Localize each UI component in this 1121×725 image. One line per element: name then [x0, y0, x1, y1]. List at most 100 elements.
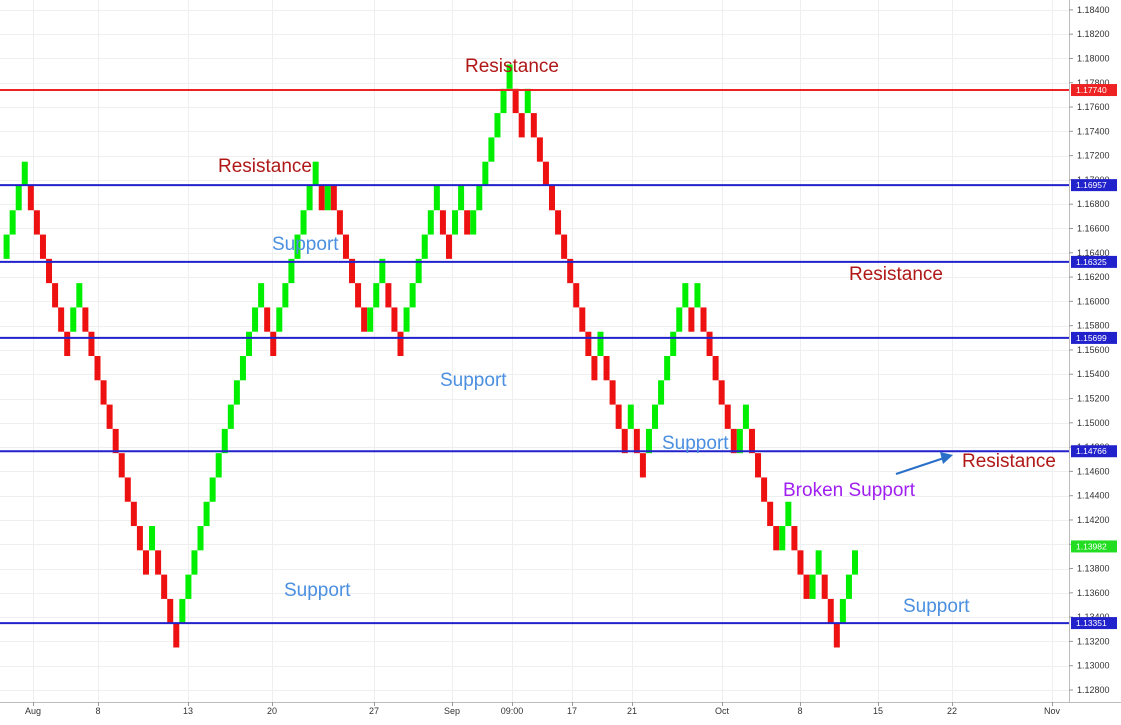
down-brick	[718, 380, 725, 405]
down-brick	[609, 380, 616, 405]
up-brick	[427, 210, 434, 235]
up-brick	[742, 404, 749, 429]
down-brick	[755, 453, 762, 478]
up-brick	[506, 64, 513, 89]
down-brick	[821, 574, 828, 599]
y-tick-label: 1.15600	[1077, 345, 1110, 355]
down-brick	[82, 307, 89, 332]
down-brick	[827, 598, 834, 624]
price-tag: 1.17740	[1076, 85, 1107, 95]
y-tick-label: 1.17400	[1077, 126, 1110, 136]
up-brick	[215, 453, 222, 478]
x-tick-label: 27	[369, 706, 379, 716]
up-brick	[597, 331, 604, 357]
y-tick-label: 1.17600	[1077, 102, 1110, 112]
annotations: Resistance Resistance Support Support Re…	[218, 56, 1056, 617]
x-tick-label: 22	[947, 706, 957, 716]
y-tick-label: 1.16200	[1077, 272, 1110, 282]
down-brick	[94, 356, 101, 381]
down-brick	[579, 307, 586, 332]
down-brick	[730, 428, 737, 454]
up-brick	[682, 283, 689, 308]
up-brick	[306, 185, 313, 211]
up-brick	[276, 307, 283, 332]
x-tick-label: 15	[873, 706, 883, 716]
up-brick	[433, 185, 440, 211]
price-tag: 1.15699	[1076, 333, 1107, 343]
y-tick-label: 1.16800	[1077, 199, 1110, 209]
down-brick	[52, 283, 59, 308]
down-brick	[512, 88, 519, 114]
down-brick	[700, 307, 707, 332]
time-axis: Aug 8 13 20 27 Sep 09:00 17 21 Oct 8 15 22 Nov	[25, 702, 1061, 716]
down-brick	[573, 283, 580, 308]
down-brick	[161, 574, 168, 599]
down-brick	[530, 113, 537, 138]
support-label-low-left: Support	[284, 580, 351, 601]
up-brick	[367, 307, 374, 332]
down-brick	[773, 526, 780, 551]
down-brick	[106, 404, 113, 429]
resistance-label-top: Resistance	[465, 56, 559, 77]
y-tick-label: 1.18400	[1077, 5, 1110, 15]
down-brick	[633, 428, 640, 454]
down-brick	[688, 307, 695, 332]
down-brick	[445, 234, 452, 259]
up-brick	[288, 258, 295, 284]
down-brick	[761, 477, 768, 502]
up-brick	[658, 380, 665, 405]
up-brick	[676, 307, 683, 332]
up-brick	[409, 283, 416, 308]
down-brick	[318, 185, 325, 211]
down-brick	[803, 574, 810, 599]
x-tick-label: Sep	[444, 706, 460, 716]
current-price-tag: 1.13982	[1076, 541, 1107, 551]
y-tick-label: 1.18200	[1077, 29, 1110, 39]
up-brick	[179, 598, 186, 624]
y-tick-label: 1.14600	[1077, 466, 1110, 476]
down-brick	[536, 137, 543, 162]
up-brick	[373, 283, 380, 308]
up-brick	[845, 574, 852, 599]
up-brick	[627, 404, 634, 429]
up-brick	[524, 88, 531, 114]
y-tick-label: 1.12800	[1077, 685, 1110, 695]
y-tick-label: 1.16600	[1077, 223, 1110, 233]
y-tick-label: 1.16000	[1077, 296, 1110, 306]
up-brick	[300, 210, 307, 235]
x-tick-label: 21	[627, 706, 637, 716]
y-tick-label: 1.15400	[1077, 369, 1110, 379]
up-brick	[185, 574, 192, 599]
x-tick-label: Nov	[1044, 706, 1061, 716]
down-brick	[833, 623, 840, 648]
down-brick	[88, 331, 95, 357]
up-brick	[482, 161, 489, 186]
up-brick	[197, 526, 204, 551]
down-brick	[336, 210, 343, 235]
x-tick-label: 13	[183, 706, 193, 716]
up-brick	[15, 185, 22, 211]
x-tick-label: 17	[567, 706, 577, 716]
up-brick	[379, 258, 386, 284]
up-brick	[246, 331, 252, 357]
up-brick	[421, 234, 428, 259]
up-brick	[294, 234, 301, 259]
x-tick-label: 20	[267, 706, 277, 716]
down-brick	[100, 380, 107, 405]
y-tick-label: 1.13800	[1077, 564, 1110, 574]
support-label-upper: Support	[272, 234, 339, 255]
down-brick	[791, 526, 798, 551]
up-brick	[645, 428, 652, 454]
up-brick	[694, 283, 701, 308]
down-brick	[585, 331, 592, 357]
down-brick	[385, 283, 392, 308]
y-tick-label: 1.13000	[1077, 661, 1110, 671]
up-brick	[779, 526, 786, 551]
price-tag-bg	[1071, 445, 1117, 458]
down-brick	[130, 501, 137, 527]
down-brick	[706, 331, 713, 357]
down-brick	[270, 331, 277, 357]
down-brick	[797, 550, 804, 575]
